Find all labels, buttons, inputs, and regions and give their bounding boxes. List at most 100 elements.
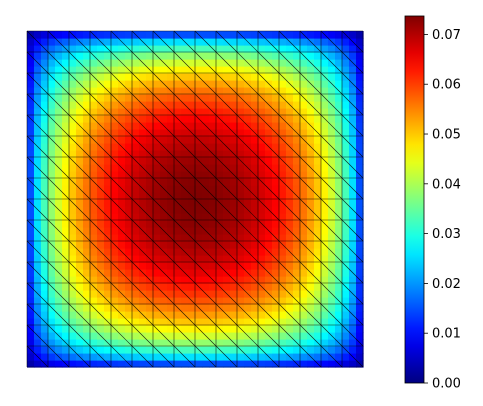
mesh-line-diagonal: [47, 72, 70, 95]
heatmap-cell: [258, 122, 266, 130]
heatmap-cell: [328, 129, 336, 137]
heatmap-cell: [251, 220, 259, 228]
heatmap-cell: [34, 199, 42, 207]
mesh-line-diagonal: [215, 324, 238, 347]
heatmap-cell: [216, 290, 224, 298]
mesh-line-diagonal: [278, 240, 301, 263]
mesh-line-diagonal: [89, 72, 112, 95]
heatmap-cell: [146, 185, 154, 193]
mesh-line-diagonal: [110, 345, 133, 368]
heatmap-cell: [188, 178, 196, 186]
heatmap-cell: [181, 192, 189, 200]
heatmap-cell: [230, 304, 238, 312]
heatmap-cell: [258, 38, 266, 46]
heatmap-cell: [69, 213, 77, 221]
heatmap-cell: [244, 136, 252, 144]
heatmap-cell: [349, 220, 357, 228]
heatmap-cell: [132, 171, 140, 179]
heatmap-cell: [307, 220, 315, 228]
heatmap-cell: [195, 59, 203, 67]
heatmap-cell: [174, 276, 182, 284]
heatmap-cell: [55, 276, 63, 284]
heatmap-cell: [132, 45, 140, 53]
mesh-line-diagonal: [215, 240, 238, 263]
heatmap-cell: [251, 136, 259, 144]
heatmap-cell: [48, 45, 56, 53]
heatmap-cell: [349, 325, 357, 333]
heatmap-cell: [300, 101, 308, 109]
heatmap-cell: [125, 143, 133, 151]
heatmap-cell: [195, 45, 203, 53]
heatmap-cell: [335, 346, 343, 354]
heatmap-cell: [104, 346, 112, 354]
heatmap-cell: [97, 220, 105, 228]
mesh-line-diagonal: [47, 30, 70, 53]
heatmap-cell: [118, 283, 126, 291]
heatmap-cell: [48, 143, 56, 151]
heatmap-cell: [321, 80, 329, 88]
heatmap-cell: [27, 248, 35, 256]
heatmap-cell: [111, 332, 119, 340]
heatmap-cell: [83, 101, 91, 109]
heatmap-cell: [139, 45, 147, 53]
mesh-line-diagonal: [236, 177, 259, 200]
heatmap-cell: [195, 143, 203, 151]
heatmap-cell: [279, 45, 287, 53]
mesh-line-diagonal: [341, 324, 364, 347]
heatmap-cell: [27, 227, 35, 235]
heatmap-cell: [335, 94, 343, 102]
heatmap-cell: [55, 360, 63, 368]
heatmap-cell: [251, 262, 259, 270]
heatmap-cell: [97, 241, 105, 249]
heatmap-cell: [342, 101, 350, 109]
heatmap-cell: [258, 59, 266, 67]
heatmap-cell: [342, 318, 350, 326]
heatmap-cell: [209, 353, 217, 361]
colorbar-tick-label: 0.06: [432, 78, 461, 93]
heatmap-cell: [342, 353, 350, 361]
heatmap-cell: [146, 164, 154, 172]
heatmap-cell: [293, 59, 301, 67]
heatmap-cell: [132, 332, 140, 340]
heatmap-cell: [27, 45, 35, 53]
heatmap-cell: [237, 45, 245, 53]
heatmap-cell: [265, 346, 273, 354]
heatmap-cell: [328, 262, 336, 270]
heatmap-cell: [328, 213, 336, 221]
heatmap-cell: [279, 360, 287, 368]
heatmap-cell: [349, 108, 357, 116]
heatmap-cell: [328, 150, 336, 158]
heatmap-cell: [230, 332, 238, 340]
heatmap-cell: [300, 248, 308, 256]
heatmap-cell: [356, 73, 364, 81]
heatmap-cell: [188, 290, 196, 298]
heatmap-cell: [146, 248, 154, 256]
heatmap-cell: [111, 129, 119, 137]
mesh-line-diagonal: [236, 219, 259, 242]
heatmap-cell: [349, 178, 357, 186]
mesh-line-diagonal: [68, 156, 91, 179]
heatmap-cell: [202, 318, 210, 326]
heatmap-cell: [209, 304, 217, 312]
mesh-line-diagonal: [89, 30, 112, 53]
heatmap-cell: [132, 318, 140, 326]
mesh-line-diagonal: [299, 219, 322, 242]
heatmap-cell: [181, 241, 189, 249]
heatmap-cell: [321, 353, 329, 361]
heatmap-cell: [174, 248, 182, 256]
heatmap-cell: [132, 143, 140, 151]
heatmap-cell: [300, 339, 308, 347]
heatmap-cell: [153, 164, 161, 172]
mesh-line-diagonal: [47, 177, 70, 200]
heatmap-cell: [328, 87, 336, 95]
heatmap-cell: [132, 269, 140, 277]
heatmap-cell: [251, 164, 259, 172]
heatmap-cell: [27, 38, 35, 46]
heatmap-cell: [216, 192, 224, 200]
heatmap-cell: [118, 199, 126, 207]
mesh-line-diagonal: [257, 156, 280, 179]
heatmap-cell: [83, 52, 91, 60]
heatmap-cell: [132, 59, 140, 67]
heatmap-cell: [132, 206, 140, 214]
